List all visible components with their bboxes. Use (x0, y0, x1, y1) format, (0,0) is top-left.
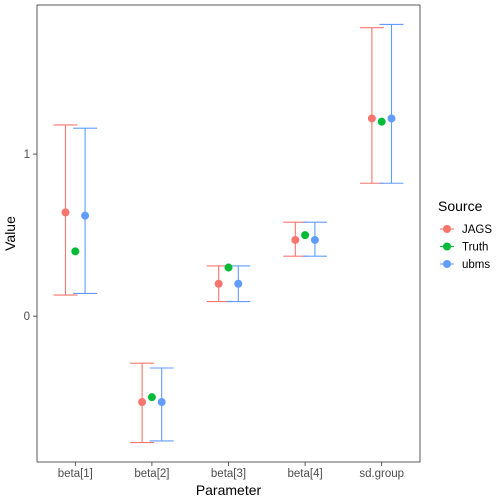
point-ubms (310, 235, 319, 244)
x-tick-label: beta[3] (211, 468, 246, 480)
legend-key-ubms (443, 260, 451, 268)
point-ubms (234, 279, 243, 288)
axis-layer: beta[1] beta[2] beta[3] beta[4] sd.group 0 1 (24, 149, 404, 480)
series-layer (53, 23, 404, 444)
plot-background (37, 5, 420, 462)
point-jags (291, 235, 300, 244)
y-tick-label: 1 (24, 149, 30, 161)
point-jags (214, 279, 223, 288)
point-ubms (81, 211, 90, 220)
point-truth (71, 247, 80, 256)
point-truth (147, 393, 156, 402)
legend-key-jags (443, 225, 451, 233)
x-axis-title: Parameter (196, 482, 262, 498)
point-truth (224, 263, 233, 272)
point-jags (61, 208, 70, 217)
legend-key-truth (443, 242, 451, 251)
legend-title: Source (438, 198, 483, 214)
point-truth (301, 231, 310, 240)
point-jags (138, 398, 147, 407)
legend-label-truth: Truth (462, 242, 488, 254)
x-tick-label: beta[2] (134, 468, 169, 480)
y-axis-title: Value (2, 216, 18, 251)
point-ubms (387, 114, 396, 123)
legend-label-ubms: ubms (462, 259, 490, 271)
y-tick-label: 0 (24, 311, 30, 323)
legend-label-jags: JAGS (462, 224, 492, 236)
point-jags (367, 114, 376, 123)
legend: Source JAGS Truth ubms (438, 198, 492, 271)
x-tick-label: beta[4] (288, 468, 323, 480)
x-tick-label: sd.group (359, 468, 404, 480)
x-tick-label: beta[1] (58, 468, 93, 480)
point-truth (377, 117, 386, 126)
point-ubms (157, 398, 166, 407)
